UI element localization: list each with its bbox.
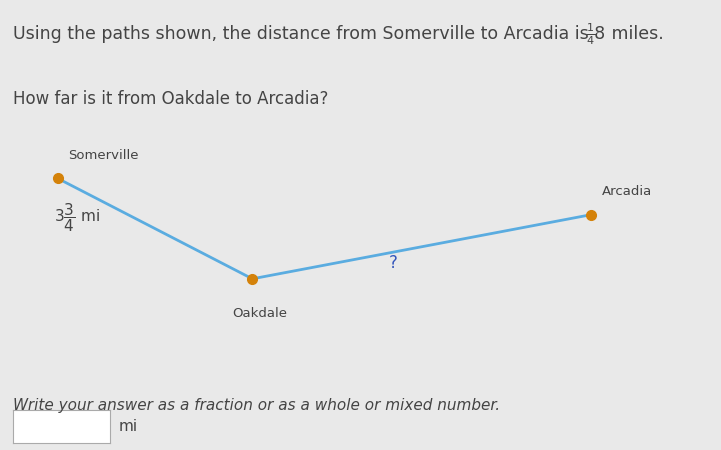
Text: Oakdale: Oakdale — [232, 307, 287, 320]
Text: Write your answer as a fraction or as a whole or mixed number.: Write your answer as a fraction or as a … — [13, 398, 500, 413]
Text: Arcadia: Arcadia — [602, 185, 653, 198]
Text: Somerville: Somerville — [68, 148, 139, 162]
Text: $\frac{1}{4}$: $\frac{1}{4}$ — [586, 21, 596, 47]
Text: miles.: miles. — [606, 25, 663, 43]
Text: Using the paths shown, the distance from Somerville to Arcadia is 8: Using the paths shown, the distance from… — [13, 25, 605, 43]
Text: ?: ? — [389, 255, 397, 272]
Text: mi: mi — [119, 419, 138, 434]
Text: $3\dfrac{3}{4}$ mi: $3\dfrac{3}{4}$ mi — [54, 201, 100, 234]
Text: How far is it from Oakdale to Arcadia?: How far is it from Oakdale to Arcadia? — [13, 90, 328, 108]
